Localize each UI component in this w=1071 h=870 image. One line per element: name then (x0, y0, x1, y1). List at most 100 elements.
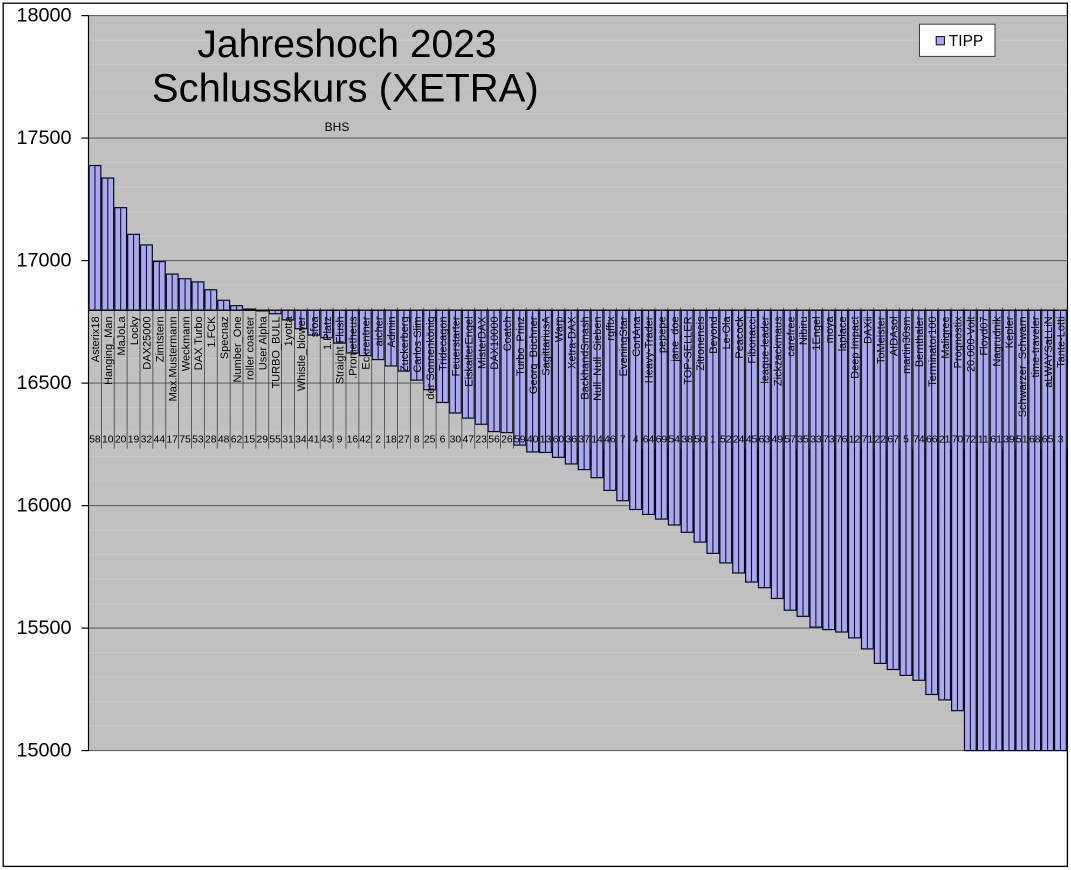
svg-text:45: 45 (746, 434, 758, 445)
svg-text:32: 32 (141, 434, 153, 445)
svg-text:Kepler: Kepler (1004, 316, 1016, 348)
svg-text:62: 62 (231, 434, 243, 445)
svg-text:1.Platz: 1.Platz (322, 316, 334, 350)
svg-text:Admin: Admin (386, 316, 398, 347)
svg-text:Nagrudnik: Nagrudnik (991, 316, 1003, 367)
svg-text:1Engel: 1Engel (811, 316, 823, 350)
svg-text:11: 11 (978, 434, 989, 445)
svg-text:Deep Impact: Deep Impact (850, 316, 862, 378)
svg-text:Fibonacci: Fibonacci (747, 316, 759, 363)
svg-text:43: 43 (321, 434, 333, 445)
svg-text:64: 64 (643, 434, 655, 445)
svg-text:rgfftx: rgfftx (605, 316, 617, 341)
svg-text:5: 5 (903, 434, 909, 445)
svg-text:16000: 16000 (16, 494, 71, 516)
svg-text:36: 36 (565, 434, 577, 445)
svg-text:Floyd07: Floyd07 (978, 316, 990, 355)
svg-text:66: 66 (926, 434, 938, 445)
svg-text:Number_One: Number_One (232, 316, 244, 382)
svg-text:70: 70 (952, 434, 964, 445)
svg-text:TURBO_BULL: TURBO_BULL (270, 316, 282, 388)
svg-text:Locky: Locky (129, 316, 141, 345)
svg-text:27: 27 (398, 434, 410, 445)
svg-text:Jahreshoch 2023: Jahreshoch 2023 (197, 23, 496, 66)
svg-text:Tante-Lotti: Tante-Lotti (1056, 316, 1068, 367)
svg-text:Zimtstern: Zimtstern (155, 316, 167, 362)
svg-text:16500: 16500 (16, 372, 71, 394)
svg-text:28: 28 (205, 434, 217, 445)
svg-text:35: 35 (797, 434, 809, 445)
svg-text:58: 58 (89, 434, 101, 445)
svg-text:Eckrentner: Eckrentner (360, 316, 372, 370)
svg-text:51: 51 (1016, 434, 1028, 445)
svg-text:2: 2 (375, 434, 381, 445)
svg-text:User Alpha: User Alpha (257, 316, 269, 371)
svg-text:50: 50 (694, 434, 706, 445)
svg-text:29: 29 (257, 434, 269, 445)
svg-text:Zitroneneis: Zitroneneis (695, 316, 707, 371)
svg-text:CortAna: CortAna (631, 316, 643, 357)
svg-text:AIDAsol: AIDAsol (888, 316, 900, 356)
svg-text:72: 72 (965, 434, 977, 445)
svg-text:39: 39 (1003, 434, 1015, 445)
svg-text:40: 40 (527, 434, 539, 445)
svg-text:68: 68 (1029, 434, 1041, 445)
svg-text:1yotta: 1yotta (283, 316, 295, 347)
svg-text:26: 26 (501, 434, 513, 445)
svg-text:Prognostix: Prognostix (953, 316, 965, 368)
svg-text:Null_Null_Sieben: Null_Null_Sieben (592, 316, 604, 400)
svg-text:Heavy-Trader: Heavy-Trader (644, 316, 656, 383)
svg-text:aLWAYSaLLiN: aLWAYSaLLiN (1043, 316, 1055, 387)
svg-text:EveningStar: EveningStar (618, 316, 630, 376)
svg-text:9: 9 (337, 434, 343, 445)
svg-text:Schlusskurs (XETRA): Schlusskurs (XETRA) (152, 66, 539, 110)
svg-text:Whistle_blower: Whistle_blower (296, 316, 308, 391)
svg-text:ToMeister: ToMeister (875, 316, 887, 364)
svg-text:7: 7 (620, 434, 626, 445)
svg-text:league-leader: league-leader (760, 316, 772, 384)
svg-text:63: 63 (759, 434, 771, 445)
svg-text:19: 19 (128, 434, 140, 445)
svg-text:67: 67 (887, 434, 899, 445)
svg-text:4: 4 (633, 434, 639, 445)
svg-text:42: 42 (359, 434, 371, 445)
svg-text:65: 65 (1042, 434, 1054, 445)
svg-text:moya: moya (824, 316, 836, 344)
svg-text:DAX25000: DAX25000 (142, 316, 154, 369)
svg-text:76: 76 (836, 434, 848, 445)
svg-text:3: 3 (1058, 434, 1064, 445)
svg-text:21: 21 (939, 434, 951, 445)
svg-text:DAX10000: DAX10000 (489, 316, 501, 369)
svg-text:75: 75 (179, 434, 191, 445)
svg-text:MaJoLa: MaJoLa (116, 316, 128, 356)
svg-text:22: 22 (874, 434, 886, 445)
svg-text:DAX Turbo: DAX Turbo (193, 316, 205, 370)
svg-text:15500: 15500 (16, 617, 71, 639)
svg-text:38: 38 (681, 434, 693, 445)
svg-text:48: 48 (218, 434, 230, 445)
svg-text:17500: 17500 (16, 127, 71, 149)
svg-text:DAXii: DAXii (863, 316, 875, 344)
svg-text:Asterix18: Asterix18 (90, 316, 102, 362)
svg-text:6: 6 (440, 434, 446, 445)
svg-text:1: 1 (710, 434, 716, 445)
svg-text:Feuerstarter: Feuerstarter (451, 316, 463, 376)
svg-text:18: 18 (385, 434, 397, 445)
svg-text:pepepe: pepepe (657, 316, 669, 353)
svg-text:61: 61 (990, 434, 1002, 445)
svg-text:TIPP: TIPP (949, 33, 983, 50)
svg-text:31: 31 (282, 434, 294, 445)
svg-text:Georg_Büchner: Georg_Büchner (528, 316, 540, 394)
svg-text:53: 53 (192, 434, 204, 445)
svg-text:Terminator100: Terminator100 (927, 316, 939, 386)
svg-text:.Prometheus: .Prometheus (348, 316, 360, 379)
svg-text:1.FCK: 1.FCK (206, 316, 218, 348)
svg-text:Le-Ola: Le-Ola (721, 316, 733, 350)
svg-text:73: 73 (823, 434, 835, 445)
svg-text:Xetra-DAX: Xetra-DAX (566, 316, 578, 369)
svg-text:SagittariusA: SagittariusA (541, 316, 553, 376)
svg-text:BackhandSmash: BackhandSmash (579, 316, 591, 399)
svg-text:Turbo_Prinz: Turbo_Prinz (515, 316, 527, 376)
svg-text:12: 12 (849, 434, 861, 445)
svg-text:aicher: aicher (373, 316, 385, 346)
